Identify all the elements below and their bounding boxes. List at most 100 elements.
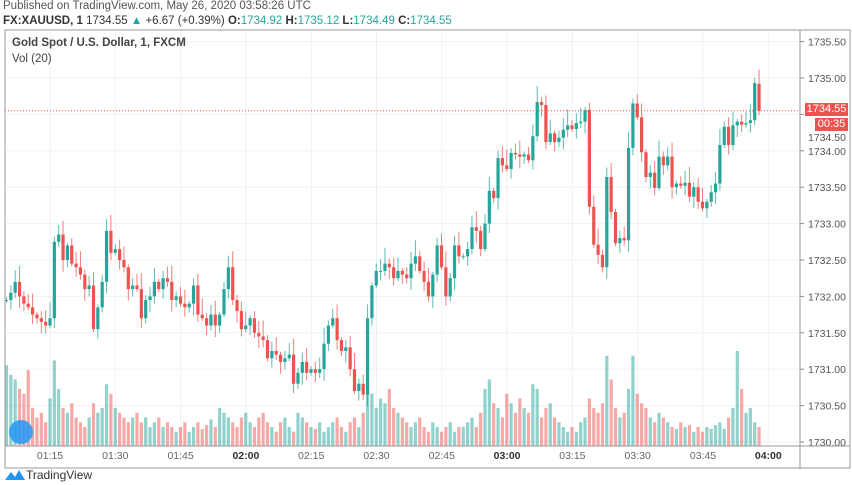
- brand-name: TradingView: [26, 468, 93, 482]
- volume-bar: [31, 408, 35, 446]
- volume-bar: [561, 427, 565, 446]
- candle-body: [439, 245, 444, 268]
- candle-body: [466, 249, 470, 257]
- volume-bar: [666, 422, 670, 446]
- candle-body: [70, 245, 74, 264]
- volume-bar: [592, 408, 596, 446]
- candle-body: [544, 104, 548, 143]
- candle-body: [100, 281, 104, 308]
- candle-body: [426, 281, 431, 297]
- volume-bar: [487, 379, 491, 446]
- candle-body: [731, 125, 735, 145]
- tradingview-logo[interactable]: TradingView: [4, 468, 92, 482]
- candle-body: [226, 267, 230, 290]
- high-value: 1735.12: [297, 15, 340, 27]
- volume-bar: [722, 428, 726, 446]
- candle-body: [265, 340, 270, 359]
- volume-bar: [674, 428, 678, 446]
- volume-bar: [753, 422, 757, 446]
- candle-body: [178, 296, 183, 304]
- volume-bar: [648, 417, 652, 446]
- candle-body: [657, 156, 661, 188]
- candle-body: [587, 110, 591, 207]
- candle-body: [313, 369, 317, 373]
- volume-bar: [522, 408, 526, 446]
- candle-body: [244, 325, 248, 330]
- volume-bar: [553, 417, 557, 446]
- candle-body: [409, 263, 413, 279]
- volume-bar: [91, 403, 96, 446]
- candle-body: [170, 281, 174, 301]
- volume-bar: [500, 417, 504, 446]
- volume-bar: [370, 393, 374, 446]
- x-tick-label: 02:30: [363, 450, 389, 462]
- chart-legend: Gold Spot / U.S. Dollar, 1, FXCM Vol (20…: [12, 35, 186, 67]
- candle-body: [535, 102, 539, 137]
- candle-body: [413, 256, 417, 264]
- volume-bar: [379, 398, 383, 446]
- candle-body: [613, 211, 618, 244]
- candle-body: [300, 361, 304, 373]
- candle-body: [505, 165, 509, 169]
- volume-bar: [696, 427, 700, 446]
- volume-bar: [144, 417, 148, 446]
- volume-bar: [526, 412, 531, 446]
- volume-bar: [418, 417, 422, 446]
- y-tick-label: 1735.00: [808, 73, 846, 85]
- candle-body: [326, 325, 330, 344]
- volume-bar: [448, 422, 452, 446]
- candle-body: [431, 274, 435, 297]
- volume-bar: [640, 403, 644, 446]
- volume-bar: [257, 417, 261, 446]
- volume-bar: [457, 427, 461, 446]
- volume-bar: [413, 422, 417, 446]
- candle-body: [9, 292, 13, 301]
- candle-body: [396, 270, 400, 279]
- candle-body: [296, 372, 300, 384]
- volume-bar: [348, 422, 352, 446]
- volume-bar: [309, 427, 313, 446]
- volume-bar: [126, 422, 130, 446]
- candle-body: [113, 249, 117, 253]
- x-tick-label: 02:15: [298, 450, 324, 462]
- volume-bar: [178, 427, 183, 446]
- candle-body: [87, 285, 91, 290]
- candle-body: [718, 144, 722, 184]
- volume-bar: [374, 408, 378, 446]
- candle-body: [257, 332, 261, 337]
- volume-bar: [87, 417, 91, 446]
- volume-bar: [100, 408, 104, 446]
- y-tick-label: 1734.50: [808, 132, 846, 144]
- volume-bar: [661, 417, 665, 446]
- volume-bar: [235, 427, 239, 446]
- candle-body: [248, 318, 252, 326]
- open-label: O:: [227, 15, 241, 27]
- volume-bar: [492, 403, 496, 446]
- volume-bar: [439, 431, 444, 446]
- candle-body: [309, 369, 313, 373]
- volume-bar: [152, 422, 156, 446]
- candle-body: [274, 351, 278, 355]
- candle-body: [65, 245, 69, 260]
- up-triangle-icon: ▲: [130, 15, 143, 27]
- volume-bar: [474, 427, 478, 446]
- volume-bar: [479, 412, 483, 446]
- volume-bar: [513, 412, 518, 446]
- volume-bar: [292, 431, 296, 446]
- volume-bar: [400, 417, 404, 446]
- candle-body: [753, 83, 757, 121]
- volume-bar: [296, 412, 300, 446]
- candle-body: [339, 340, 344, 351]
- volume-bar: [405, 422, 409, 446]
- volume-bar: [52, 360, 56, 446]
- candle-body: [470, 227, 474, 250]
- volume-bar: [344, 431, 348, 446]
- volume-bar: [200, 428, 204, 446]
- volume-bar: [483, 389, 487, 446]
- volume-bar: [653, 422, 657, 446]
- candle-body: [48, 318, 52, 326]
- candle-body: [457, 245, 461, 257]
- candle-body: [270, 351, 274, 359]
- y-tick-label: 1732.00: [808, 291, 846, 303]
